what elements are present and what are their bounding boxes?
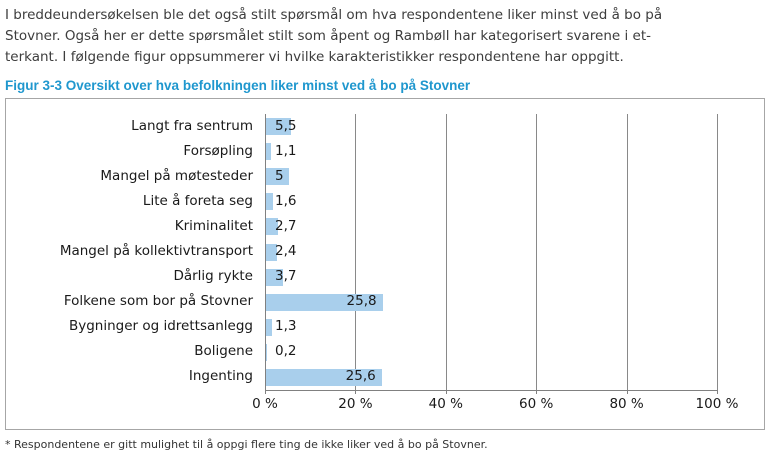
bar-7 — [266, 268, 283, 286]
category-label: Folkene som bor på Stovner — [63, 293, 253, 310]
bar-3 — [266, 168, 289, 186]
axis-tick — [445, 390, 447, 394]
bar-2 — [266, 143, 271, 161]
gridline — [355, 114, 357, 390]
value-label: 5 — [275, 167, 284, 184]
intro-paragraph-line: terkant. I følgende figur oppsummerer vi… — [5, 49, 624, 65]
bar-9 — [266, 318, 272, 336]
category-label: Kriminalitet — [174, 217, 253, 234]
bar-10 — [266, 343, 267, 361]
value-label: 1,3 — [275, 318, 297, 335]
x-axis-tick-label: 20 % — [338, 396, 373, 412]
category-label: Ingenting — [188, 368, 253, 385]
category-label: Dårlig rykte — [173, 268, 253, 285]
category-axis: Langt fra sentrum Forsøpling Mangel på møt… — [8, 114, 253, 390]
category-label: Forsøpling — [183, 142, 253, 159]
value-label: 1,1 — [275, 142, 297, 159]
value-axis: 0 % 20 % 40 % 60 % 80 % 100 % — [252, 396, 738, 414]
axis-tick — [265, 390, 266, 394]
value-label: 5,5 — [275, 117, 297, 134]
gridline — [536, 114, 538, 390]
bar-6 — [266, 243, 277, 261]
gridline — [717, 114, 718, 390]
gridline — [445, 114, 447, 390]
category-label: Boligene — [194, 343, 253, 360]
axis-tick — [626, 390, 628, 394]
bar-chart: Langt fra sentrum Forsøpling Mangel på møt… — [5, 98, 765, 430]
footnote: * Respondentene er gitt mulighet til å o… — [5, 438, 488, 451]
intro-paragraph-line: Stovner. Også her er dette spørsmålet st… — [5, 28, 652, 44]
axis-tick — [717, 390, 718, 394]
intro-paragraph-line: I breddeundersøkelsen ble det også stilt… — [5, 7, 663, 23]
bar-1 — [266, 118, 291, 136]
value-label: 25,8 — [346, 293, 377, 310]
category-label: Mangel på møtesteder — [100, 167, 253, 184]
gridline — [626, 114, 628, 390]
value-label: 25,6 — [345, 368, 376, 385]
figure-caption: Figur 3-3 Oversikt over hva befolkningen… — [5, 78, 471, 93]
bar-8 — [266, 293, 383, 311]
x-axis-tick-label: 0 % — [252, 396, 278, 412]
category-label: Langt fra sentrum — [131, 117, 253, 134]
bar-4 — [266, 193, 274, 211]
plot-area: 5,5 1,1 5 1,6 2,7 2,4 3,7 25,8 1,3 0,2 25,6 — [265, 114, 718, 394]
x-axis-tick-label: 100 % — [695, 396, 739, 412]
value-label: 2,4 — [275, 243, 297, 259]
value-label: 3,7 — [275, 268, 297, 285]
value-label: 1,6 — [275, 192, 297, 209]
bar-5 — [266, 218, 279, 236]
bar-11 — [266, 368, 382, 386]
x-axis-tick-label: 80 % — [609, 396, 644, 412]
x-axis-tick-label: 40 % — [428, 396, 463, 412]
axis-tick — [355, 390, 357, 394]
category-label: Lite å foreta seg — [142, 192, 253, 209]
axis-tick — [536, 390, 538, 394]
intro-paragraph: I breddeundersøkelsen ble det også stilt… — [5, 5, 771, 68]
x-axis-tick-label: 60 % — [519, 396, 554, 412]
value-label: 0,2 — [275, 343, 297, 360]
category-label: Mangel på kollektivtransport — [59, 243, 253, 259]
category-label: Bygninger og idrettsanlegg — [68, 318, 253, 335]
value-label: 2,7 — [275, 217, 297, 234]
